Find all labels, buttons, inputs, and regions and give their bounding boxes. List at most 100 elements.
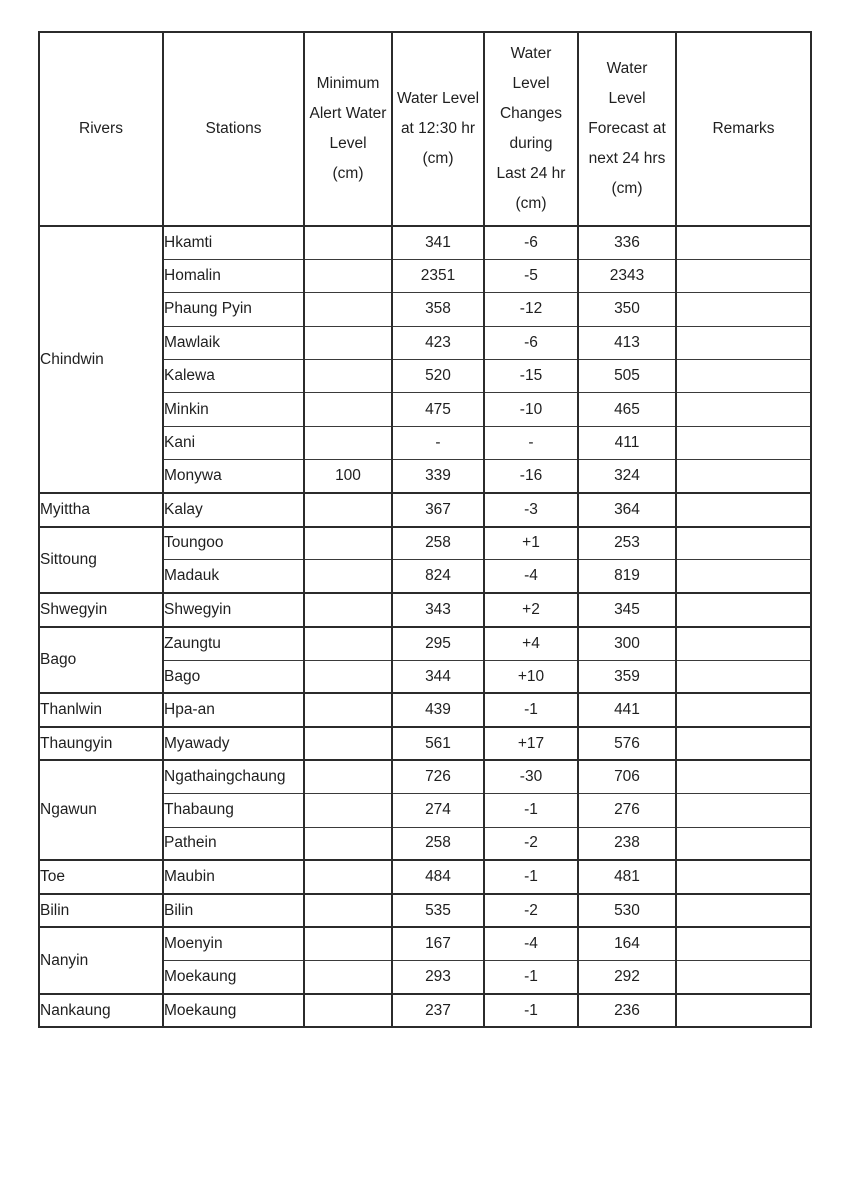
remarks-cell: [675, 525, 811, 560]
station-cell: Shwegyin: [162, 592, 304, 627]
river-cell: Shwegyin: [38, 592, 163, 627]
change-cell: -2: [483, 892, 578, 928]
column-header-forecast: Water Level Forecast at next 24 hrs (cm): [577, 32, 676, 227]
forecast-cell: 411: [577, 425, 676, 460]
table-row: Toe Maubin 484 -1 481: [38, 859, 811, 894]
forecast-cell: 336: [577, 224, 676, 260]
change-cell: -5: [483, 258, 578, 293]
water-level-cell: 367: [391, 492, 484, 527]
table-row: Nanyin Moenyin 167 -4 164: [38, 926, 811, 994]
column-header-stations: Stations: [162, 32, 304, 227]
column-header-remarks: Remarks: [675, 32, 811, 227]
station-cell: Kalewa: [162, 359, 304, 393]
station-cell: Monywa: [162, 459, 304, 494]
water-level-cell: 343: [391, 592, 484, 627]
forecast-cell: 530: [577, 892, 676, 928]
table-row: Bilin Bilin 535 -2 530: [38, 892, 811, 928]
remarks-cell: [675, 492, 811, 527]
water-level-cell: 344: [391, 659, 484, 694]
forecast-cell: 505: [577, 359, 676, 393]
remarks-cell: [675, 625, 811, 661]
remarks-cell: [675, 292, 811, 327]
water-level-cell: 167: [391, 926, 484, 961]
river-cell: Chindwin: [38, 224, 163, 494]
table-row: Monywa 100 339 -16 324: [39, 459, 811, 494]
min-alert-cell: [303, 960, 392, 994]
change-cell: -4: [483, 926, 578, 961]
min-alert-cell: [303, 559, 392, 594]
header-row: Rivers Stations Minimum Alert Water Leve…: [38, 32, 811, 227]
river-cell: Nankaung: [38, 992, 163, 1028]
change-cell: +17: [483, 725, 578, 761]
station-cell: Bilin: [162, 892, 304, 928]
water-level-cell: 475: [391, 392, 484, 427]
table-row: Ngawun Ngathaingchaung 726 -30 706: [38, 759, 811, 861]
water-level-cell: 295: [391, 625, 484, 661]
change-cell: -1: [483, 692, 578, 727]
min-alert-cell: [303, 325, 392, 360]
remarks-cell: [675, 892, 811, 928]
min-alert-cell: [303, 892, 392, 928]
min-alert-cell: [303, 592, 392, 627]
station-cell: Moekaung: [162, 960, 304, 994]
station-cell: Moenyin: [162, 926, 304, 961]
table-header: Rivers Stations Minimum Alert Water Leve…: [38, 32, 811, 227]
remarks-cell: [675, 826, 811, 861]
station-cell: Maubin: [162, 859, 304, 894]
river-cell: Nanyin: [38, 926, 163, 994]
table-row: Shwegyin Shwegyin 343 +2 345: [38, 592, 811, 627]
table-row: Sittoung Toungoo 258 +1 253: [38, 525, 811, 594]
min-alert-cell: [303, 625, 392, 661]
station-cell: Hkamti: [162, 224, 304, 260]
forecast-cell: 2343: [577, 258, 676, 293]
water-level-cell: 423: [391, 325, 484, 360]
change-cell: +2: [483, 592, 578, 627]
change-cell: -30: [483, 759, 578, 794]
table-row: Minkin 475 -10 465: [39, 392, 811, 427]
change-cell: -1: [483, 960, 578, 994]
change-cell: -1: [483, 793, 578, 828]
change-cell: -1: [483, 992, 578, 1028]
water-level-table: Rivers Stations Minimum Alert Water Leve…: [38, 31, 812, 1029]
water-level-cell: 2351: [391, 258, 484, 293]
table-row: Kani - -411: [39, 425, 811, 460]
table-body: Chindwin Hkamti 341 -6 336 Homalin 2351 -5 2343 P…: [38, 224, 811, 1028]
station-cell: Hpa-an: [162, 692, 304, 727]
water-level-cell: -: [391, 425, 484, 460]
water-level-cell: 561: [391, 725, 484, 761]
remarks-cell: [675, 659, 811, 694]
station-cell: Homalin: [162, 258, 304, 293]
column-header-water-level: Water Level at 12:30 hr (cm): [391, 32, 484, 227]
forecast-cell: 364: [577, 492, 676, 527]
forecast-cell: 441: [577, 692, 676, 727]
table-row: Thabaung 274 -1 276: [39, 793, 811, 828]
forecast-cell: 253: [577, 525, 676, 560]
forecast-cell: 300: [577, 625, 676, 661]
forecast-cell: 238: [577, 826, 676, 861]
water-level-cell: 293: [391, 960, 484, 994]
change-cell: +1: [483, 525, 578, 560]
table-row: Kalewa 520 -15 505: [39, 359, 811, 393]
river-cell: Sittoung: [38, 525, 163, 594]
station-cell: Mawlaik: [162, 325, 304, 360]
min-alert-cell: [303, 492, 392, 527]
change-cell: -6: [483, 224, 578, 260]
table-row: Nankaung Moekaung 237 -1 236: [38, 992, 811, 1028]
table-row: Homalin 2351 -5 2343: [39, 258, 811, 293]
table-row: Pathein 258 -2 238: [39, 826, 811, 861]
water-level-cell: 535: [391, 892, 484, 928]
change-cell: -15: [483, 359, 578, 393]
change-cell: -10: [483, 392, 578, 427]
min-alert-cell: [303, 659, 392, 694]
station-cell: Kalay: [162, 492, 304, 527]
station-cell: Zaungtu: [162, 625, 304, 661]
table-row: Moekaung 293 -1 292: [39, 960, 811, 994]
remarks-cell: [675, 926, 811, 961]
min-alert-cell: [303, 725, 392, 761]
water-level-cell: 258: [391, 525, 484, 560]
table-row: Myittha Kalay 367 -3 364: [38, 492, 811, 527]
min-alert-cell: [303, 258, 392, 293]
min-alert-cell: [303, 793, 392, 828]
column-header-rivers: Rivers: [38, 32, 163, 227]
